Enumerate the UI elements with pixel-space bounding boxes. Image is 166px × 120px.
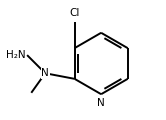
Text: N: N: [41, 68, 49, 78]
Text: N: N: [97, 98, 105, 108]
Text: H₂N: H₂N: [6, 50, 26, 60]
Text: Cl: Cl: [69, 8, 80, 18]
